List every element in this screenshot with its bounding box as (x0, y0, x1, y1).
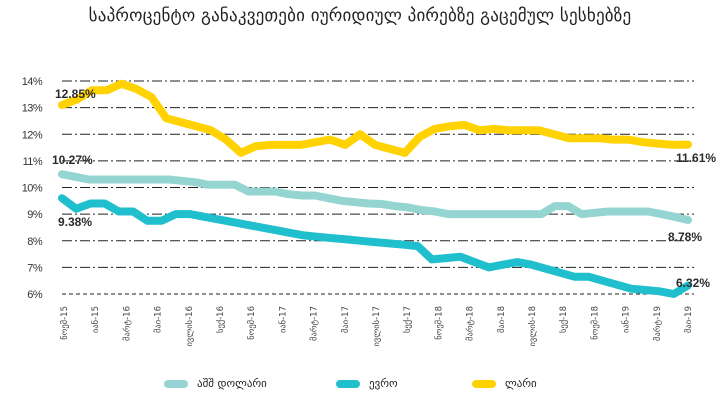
x-tick-label: ივლის-16 (184, 306, 195, 347)
legend-swatch-eur (336, 379, 360, 388)
x-tick-label: სექ-18 (558, 306, 569, 333)
x-tick-label: სექ-17 (402, 306, 413, 333)
legend-item-usd[interactable]: აშშ დოლარი (164, 377, 267, 390)
x-tick-label: მაი-18 (496, 306, 507, 333)
legend-label-gel: ლარი (505, 377, 537, 390)
y-tick-label: 13% (22, 103, 43, 115)
legend-label-eur: ევრო (369, 377, 398, 390)
y-tick-label: 14% (22, 76, 43, 88)
x-tick-label: ნოემ-18 (433, 306, 444, 340)
series-line-gel (58, 79, 692, 157)
series-lines (58, 79, 692, 298)
end-value-label: 11.61% (676, 151, 716, 165)
data-labels: 10.27% 8.78% 9.38% 6.32% 12.85% 11.61% (52, 87, 716, 290)
series-line-eur (58, 194, 692, 298)
x-tick-label: იან-15 (90, 306, 101, 333)
start-value-label: 10.27% (52, 153, 93, 167)
gridlines (62, 80, 694, 295)
x-axis: ნოემ-15 იან-15 მარტ-16 მაი-16 ივლის-16 სექ-16… (59, 306, 694, 347)
x-tick-label: მაი-16 (153, 306, 164, 333)
y-tick-label: 10% (22, 183, 43, 195)
legend-item-eur[interactable]: ევრო (336, 377, 398, 390)
legend-swatch-usd (164, 379, 188, 388)
x-tick-label: მარტ-18 (465, 306, 476, 341)
x-tick-label: მარტ-17 (309, 306, 320, 341)
chart-title: საპროცენტო განაკვეთები იურიდიულ პირებზე … (88, 6, 632, 26)
legend-label-usd: აშშ დოლარი (197, 377, 267, 390)
start-value-label: 9.38% (58, 215, 92, 229)
x-tick-label: მაი-17 (340, 306, 351, 333)
y-tick-label: 11% (23, 156, 43, 168)
x-tick-label: იან-17 (277, 306, 288, 333)
x-tick-label: სექ-16 (215, 306, 226, 333)
y-tick-label: 9% (27, 209, 43, 221)
y-tick-label: 8% (27, 236, 43, 248)
series-line-usd (58, 170, 692, 224)
x-tick-label: ნოემ-16 (246, 306, 257, 340)
x-tick-label: ნოემ-18 (589, 306, 600, 340)
legend-swatch-gel (472, 379, 496, 388)
y-axis: 6% 7% 8% 9% 10% 11% 12% 13% 14% (22, 76, 44, 301)
x-tick-label: ნოემ-15 (59, 306, 70, 340)
y-tick-label: 6% (27, 289, 43, 301)
y-tick-label: 12% (22, 129, 43, 141)
legend-item-gel[interactable]: ლარი (472, 377, 537, 390)
start-value-label: 12.85% (55, 87, 96, 101)
x-tick-label: ივლის-18 (527, 306, 538, 347)
x-tick-label: მარტ-19 (652, 306, 663, 341)
x-tick-label: მარტ-16 (121, 306, 132, 341)
y-tick-label: 7% (27, 262, 43, 274)
x-tick-label: მაი-19 (683, 306, 694, 333)
x-tick-label: ივლის-17 (371, 306, 382, 347)
end-value-label: 8.78% (668, 230, 702, 244)
x-tick-label: იან-19 (621, 306, 632, 333)
end-value-label: 6.32% (676, 276, 710, 290)
